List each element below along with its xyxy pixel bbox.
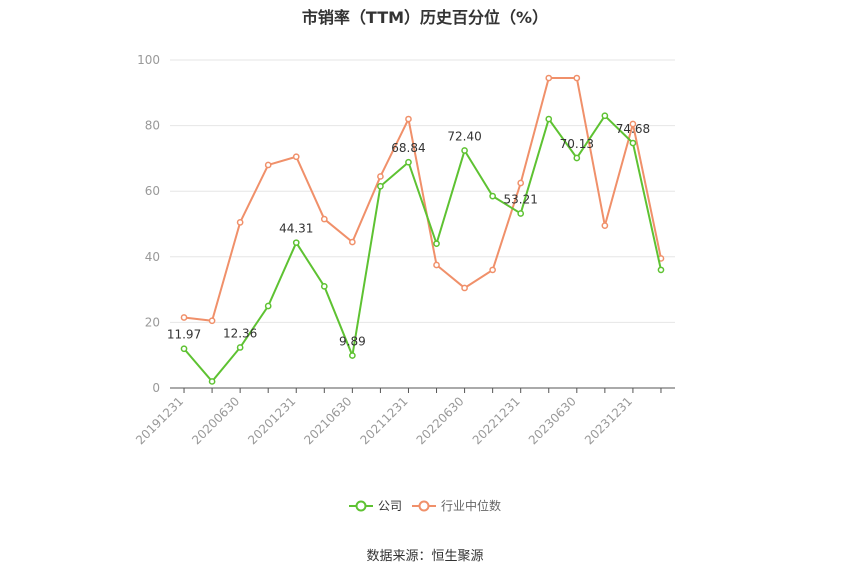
data-label: 53.21 bbox=[504, 192, 538, 206]
x-tick-label: 20211231 bbox=[358, 394, 411, 447]
company-point[interactable] bbox=[489, 192, 496, 200]
company-point[interactable] bbox=[657, 266, 665, 274]
company-point[interactable] bbox=[433, 240, 440, 248]
legend-item-industry-median[interactable]: 行业中位数 bbox=[412, 498, 501, 513]
industry-median-point[interactable] bbox=[573, 74, 581, 82]
data-label: 72.40 bbox=[447, 130, 481, 144]
legend-company-marker bbox=[355, 500, 367, 512]
company-point[interactable] bbox=[629, 139, 637, 147]
industry-median-point[interactable] bbox=[517, 179, 525, 187]
source-note: 数据来源：恒生聚源 bbox=[366, 549, 484, 564]
data-label: 12.36 bbox=[223, 326, 257, 340]
x-tick-label: 20221231 bbox=[470, 394, 523, 447]
company-point[interactable] bbox=[461, 147, 468, 154]
industry-median-point[interactable] bbox=[292, 153, 300, 161]
company-point[interactable] bbox=[180, 345, 188, 353]
chart-title: 市销率（TTM）历史百分位（%） bbox=[301, 8, 549, 27]
company-line bbox=[183, 114, 662, 383]
data-label: 11.97 bbox=[167, 328, 201, 342]
series-lines bbox=[180, 74, 665, 385]
legend-item-company[interactable]: 公司 bbox=[349, 499, 402, 513]
company-point[interactable] bbox=[405, 158, 412, 166]
company-point[interactable] bbox=[601, 112, 609, 120]
industry-median-point[interactable] bbox=[208, 317, 216, 325]
industry-median-point[interactable] bbox=[629, 120, 637, 128]
y-tick-label: 80 bbox=[145, 119, 160, 133]
x-tick-label: 20200630 bbox=[189, 394, 242, 447]
data-label: 74.68 bbox=[616, 122, 650, 136]
x-tick-label: 20220630 bbox=[414, 394, 467, 447]
x-tick-label: 20230630 bbox=[526, 394, 579, 447]
legend-industry-marker bbox=[418, 500, 430, 512]
company-point[interactable] bbox=[320, 282, 328, 290]
industry-median-point[interactable] bbox=[545, 74, 553, 82]
y-tick-label: 40 bbox=[145, 250, 160, 264]
data-labels: 11.97 12.36 44.31 9.89 68.84 72.40 53.21 70.13 7… bbox=[167, 122, 650, 349]
data-label: 68.84 bbox=[391, 141, 425, 155]
industry-median-point[interactable] bbox=[433, 261, 440, 269]
data-label: 44.31 bbox=[279, 222, 313, 236]
company-point[interactable] bbox=[264, 302, 272, 310]
y-tick-label: 20 bbox=[145, 315, 160, 329]
y-tick-label: 60 bbox=[145, 184, 160, 198]
data-label: 9.89 bbox=[339, 335, 366, 349]
company-point[interactable] bbox=[292, 239, 300, 247]
y-tick-label: 100 bbox=[137, 53, 160, 67]
x-tick-label: 20231231 bbox=[582, 394, 635, 447]
industry-median-point[interactable] bbox=[236, 219, 244, 226]
industry-median-point[interactable] bbox=[349, 238, 356, 246]
legend-industry-label: 行业中位数 bbox=[441, 498, 501, 513]
y-tick-label: 0 bbox=[152, 381, 160, 395]
x-tick-label: 20191231 bbox=[133, 394, 186, 447]
company-point[interactable] bbox=[236, 344, 244, 351]
company-point[interactable] bbox=[349, 352, 356, 359]
x-tick-label: 20210630 bbox=[301, 394, 354, 447]
company-point[interactable] bbox=[517, 210, 525, 217]
industry-median-line bbox=[183, 77, 662, 322]
company-point[interactable] bbox=[377, 182, 384, 190]
industry-median-point[interactable] bbox=[489, 266, 496, 274]
industry-median-point[interactable] bbox=[461, 284, 468, 292]
industry-median-point[interactable] bbox=[264, 161, 272, 169]
legend-company-label: 公司 bbox=[378, 499, 402, 513]
company-point[interactable] bbox=[573, 154, 581, 162]
legend[interactable]: 公司 行业中位数 bbox=[349, 498, 501, 513]
industry-median-point[interactable] bbox=[180, 314, 188, 321]
industry-median-point[interactable] bbox=[601, 222, 609, 229]
industry-median-point[interactable] bbox=[377, 173, 384, 180]
industry-median-point[interactable] bbox=[320, 215, 328, 223]
industry-median-point[interactable] bbox=[405, 115, 412, 123]
company-point[interactable] bbox=[545, 115, 553, 123]
x-tick-label: 20201231 bbox=[245, 394, 298, 447]
data-label: 70.13 bbox=[560, 137, 594, 151]
company-point[interactable] bbox=[208, 378, 216, 385]
